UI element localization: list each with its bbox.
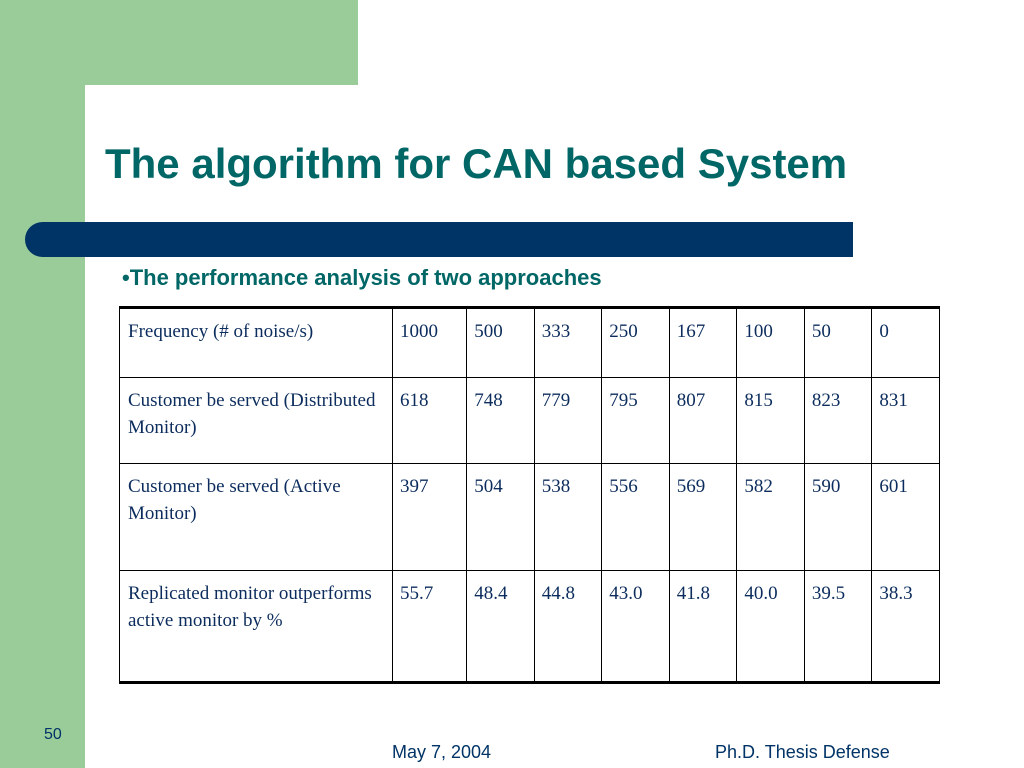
row-label: Customer be served (Distributed Monitor): [119, 377, 393, 464]
table-cell: 397: [391, 463, 468, 571]
slide-number: 50: [44, 726, 62, 743]
table-cell: 504: [466, 463, 535, 571]
table-cell: 500: [466, 307, 535, 378]
table-cell: 815: [736, 377, 805, 464]
table-cell: 807: [668, 377, 738, 464]
footer-title: Ph.D. Thesis Defense: [715, 742, 890, 762]
table-cell: 50: [803, 307, 873, 378]
row-label: Replicated monitor outperforms active mo…: [119, 570, 393, 683]
table-cell: 44.8: [533, 570, 603, 683]
content-corner: [85, 85, 145, 145]
table-row: Customer be served (Active Monitor) 397 50…: [119, 463, 940, 571]
table-cell: 590: [803, 463, 873, 571]
table-cell: 48.4: [466, 570, 535, 683]
table-cell: 333: [533, 307, 603, 378]
table-cell: 569: [668, 463, 738, 571]
bullet-text: •The performance analysis of two approac…: [122, 265, 602, 290]
table-cell: 556: [601, 463, 670, 571]
table-cell: 250: [601, 307, 670, 378]
table-cell: 100: [736, 307, 805, 378]
table-cell: 831: [871, 377, 940, 464]
table-cell: 167: [668, 307, 738, 378]
table-cell: 1000: [391, 307, 468, 378]
table-cell: 779: [533, 377, 603, 464]
row-label: Frequency (# of noise/s): [119, 307, 393, 378]
table-row: Replicated monitor outperforms active mo…: [119, 570, 940, 683]
table-cell: 43.0: [601, 570, 670, 683]
table-cell: 601: [871, 463, 940, 571]
table-cell: 39.5: [803, 570, 873, 683]
table-cell: 795: [601, 377, 670, 464]
table-cell: 41.8: [668, 570, 738, 683]
table-cell: 55.7: [391, 570, 468, 683]
table-cell: 748: [466, 377, 535, 464]
table-cell: 0: [871, 307, 940, 378]
green-side-band: [0, 0, 85, 768]
table-cell: 823: [803, 377, 873, 464]
table-cell: 38.3: [871, 570, 940, 683]
table-cell: 618: [391, 377, 468, 464]
row-label: Customer be served (Active Monitor): [119, 463, 393, 571]
table-row: Frequency (# of noise/s) 1000 500 333 250 167…: [119, 307, 940, 378]
table-cell: 40.0: [736, 570, 805, 683]
title-divider-bar: [25, 222, 853, 257]
slide-title: The algorithm for CAN based System: [105, 140, 848, 187]
performance-table: Frequency (# of noise/s) 1000 500 333 250 167…: [119, 306, 940, 684]
table-cell: 582: [736, 463, 805, 571]
table-row: Customer be served (Distributed Monitor)…: [119, 377, 940, 464]
footer-date: May 7, 2004: [392, 742, 492, 762]
table-cell: 538: [533, 463, 603, 571]
green-top-band: [0, 0, 358, 85]
